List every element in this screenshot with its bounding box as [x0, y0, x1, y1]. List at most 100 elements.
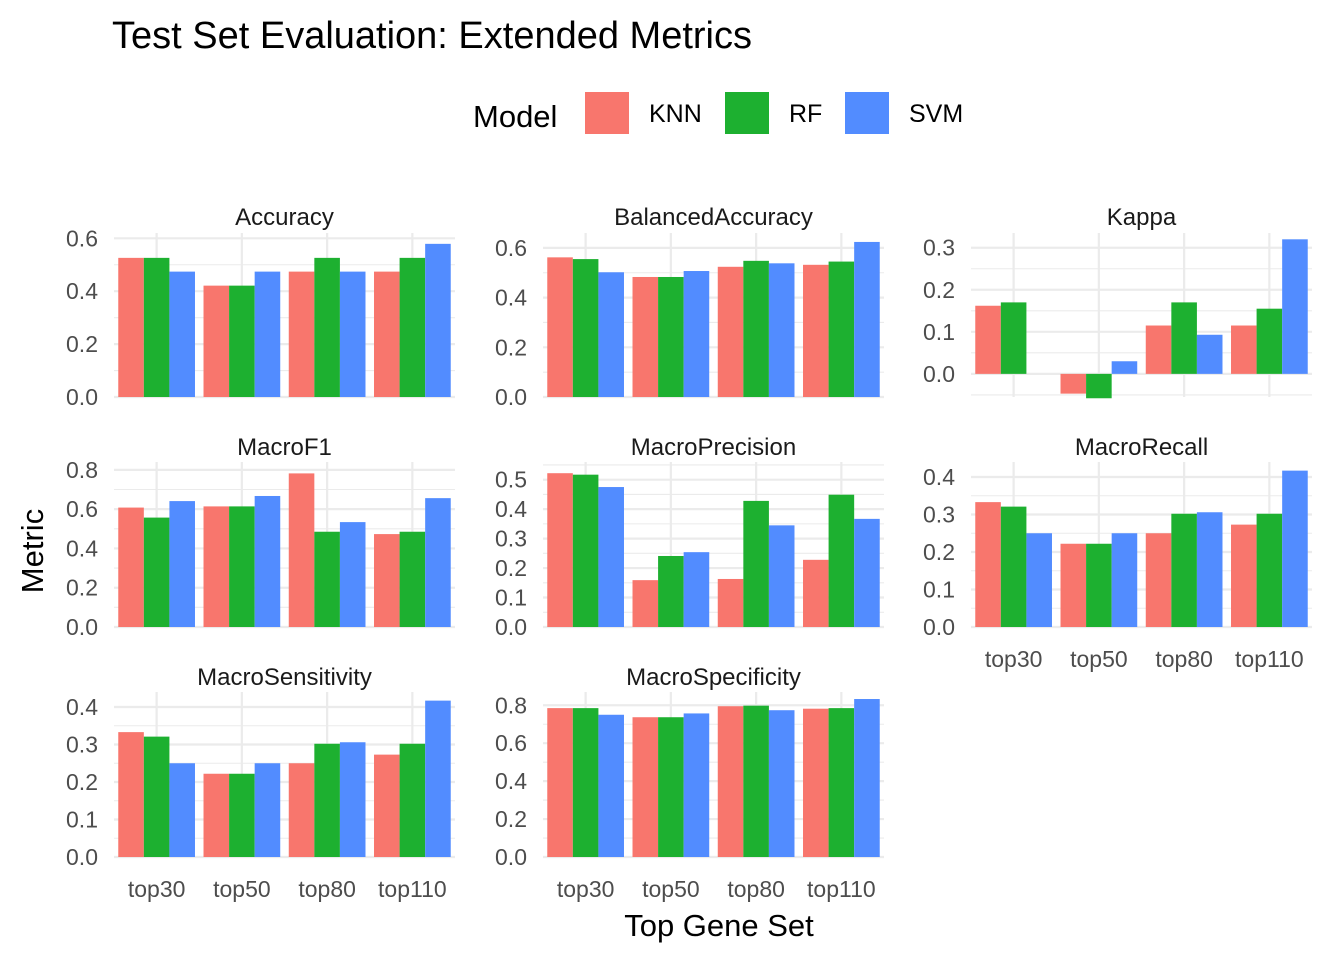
legend-title: Model [473, 99, 557, 134]
panel-macro-specificity: MacroSpecificity 0.0 0.2 0.4 0.6 0.8 top30 top5… [495, 664, 884, 902]
bar-balanced-accuracy-top30-rf [572, 259, 599, 397]
panel-title-macro-precision: MacroPrecision [631, 434, 796, 461]
y-tick-label: 0.6 [495, 235, 527, 261]
legend-swatch-knn [585, 92, 629, 134]
bar-macro-specificity-top30-knn [547, 708, 573, 857]
bar-macro-sensitivity-top30-svm [169, 763, 195, 857]
bar-kappa-top110-knn [1231, 325, 1257, 374]
bar-macro-f1-top110-svm [425, 498, 451, 627]
bar-macro-sensitivity-top80-knn [288, 763, 315, 857]
bar-macro-f1-top50-knn [203, 506, 230, 627]
bar-macro-f1-top30-svm [169, 501, 195, 627]
bar-balanced-accuracy-top80-knn [717, 266, 744, 397]
bar-macro-precision-top80-knn [717, 578, 744, 627]
bar-macro-specificity-top50-svm [683, 713, 710, 857]
bar-macro-precision-top110-rf [828, 494, 855, 627]
bar-accuracy-top110-knn [374, 271, 400, 397]
bar-macro-precision-top50-svm [683, 552, 710, 627]
panel-balanced-accuracy: BalancedAccuracy 0.0 0.2 0.4 0.6 [495, 204, 884, 410]
y-tick-label: 0.1 [66, 807, 98, 833]
x-axis-title: Top Gene Set [624, 908, 814, 943]
bar-kappa-top110-rf [1256, 308, 1283, 374]
panel-accuracy: Accuracy 0.0 0.2 0.4 0.6 [66, 204, 455, 410]
bar-kappa-top50-knn [1060, 373, 1087, 394]
x-tick-label: top80 [298, 876, 356, 902]
bar-macro-sensitivity-top110-knn [374, 754, 400, 857]
bar-macro-recall-top30-rf [1000, 506, 1027, 627]
y-tick-label: 0.3 [923, 235, 955, 261]
bar-accuracy-top80-rf [314, 257, 340, 397]
y-tick-label: 0.4 [495, 496, 527, 522]
bar-accuracy-top30-knn [118, 257, 144, 397]
y-tick-label: 0.2 [66, 575, 98, 601]
panel-title-macro-recall: MacroRecall [1075, 434, 1208, 461]
y-tick-label: 0.1 [495, 585, 527, 611]
bar-balanced-accuracy-top50-svm [683, 271, 710, 397]
bar-accuracy-top50-rf [229, 285, 255, 397]
bar-macro-specificity-top80-rf [743, 705, 769, 857]
bar-balanced-accuracy-top110-rf [828, 261, 855, 397]
y-tick-label: 0.2 [923, 277, 955, 303]
chart-title: Test Set Evaluation: Extended Metrics [112, 15, 752, 57]
panel-title-kappa: Kappa [1107, 204, 1177, 231]
bar-macro-f1-top30-knn [118, 507, 144, 627]
x-tick-label: top50 [213, 876, 271, 902]
bar-macro-recall-top110-rf [1256, 513, 1283, 627]
bar-macro-specificity-top80-svm [768, 710, 795, 857]
y-tick-label: 0.0 [66, 844, 98, 870]
y-tick-label: 0.0 [495, 614, 527, 640]
bar-accuracy-top50-svm [254, 271, 281, 397]
y-tick-label: 0.3 [495, 526, 527, 552]
bar-macro-specificity-top110-svm [854, 699, 880, 857]
bar-macro-specificity-top110-rf [828, 708, 855, 857]
bar-macro-recall-top50-svm [1111, 533, 1138, 627]
bar-macro-sensitivity-top30-rf [143, 736, 170, 857]
panel-macro-recall: MacroRecall 0.0 0.1 0.2 0.3 0.4 top30 top50 top8… [923, 434, 1312, 672]
bar-kappa-top80-knn [1145, 325, 1172, 374]
bar-macro-f1-top110-rf [399, 531, 426, 627]
y-tick-label: 0.4 [66, 694, 98, 720]
x-tick-label: top30 [557, 876, 615, 902]
bar-macro-f1-top110-knn [374, 534, 400, 627]
bar-balanced-accuracy-top30-knn [547, 257, 573, 397]
panel-title-macro-f1: MacroF1 [237, 434, 332, 461]
y-tick-label: 0.0 [923, 614, 955, 640]
panel-macro-precision: MacroPrecision 0.0 0.1 0.2 0.3 0.4 0.5 [495, 434, 884, 640]
bar-balanced-accuracy-top110-svm [854, 241, 880, 397]
y-tick-label: 0.2 [495, 334, 527, 360]
legend-label-knn: KNN [649, 100, 702, 128]
bar-accuracy-top30-rf [143, 257, 170, 397]
bar-accuracy-top110-rf [399, 257, 426, 397]
y-tick-label: 0.2 [66, 331, 98, 357]
bar-macro-f1-top30-rf [143, 517, 170, 627]
bar-accuracy-top110-svm [425, 243, 451, 397]
bar-macro-f1-top80-knn [288, 473, 315, 627]
bar-macro-specificity-top30-svm [598, 714, 624, 857]
y-tick-label: 0.8 [495, 692, 527, 718]
bar-macro-precision-top30-knn [547, 473, 573, 627]
bar-macro-recall-top80-svm [1196, 512, 1223, 627]
bar-macro-precision-top50-knn [632, 580, 659, 627]
bar-macro-sensitivity-top50-knn [203, 773, 230, 857]
x-tick-label: top110 [378, 876, 447, 902]
bar-macro-recall-top110-svm [1282, 470, 1308, 627]
y-tick-label: 0.5 [495, 467, 527, 493]
bar-balanced-accuracy-top80-rf [743, 260, 769, 397]
bar-macro-recall-top80-knn [1145, 533, 1172, 627]
bar-kappa-top30-knn [975, 305, 1001, 374]
y-axis-title: Metric [15, 509, 50, 593]
y-tick-label: 0.6 [495, 730, 527, 756]
bar-macro-precision-top30-rf [572, 474, 599, 627]
x-tick-label: top50 [1070, 646, 1128, 672]
x-tick-label: top30 [985, 646, 1043, 672]
bar-macro-specificity-top50-knn [632, 717, 659, 857]
panel-title-macro-sensitivity: MacroSensitivity [197, 664, 372, 691]
x-tick-label: top30 [128, 876, 186, 902]
bar-macro-precision-top80-svm [768, 525, 795, 627]
y-tick-label: 0.4 [66, 278, 98, 304]
bar-balanced-accuracy-top50-rf [658, 276, 684, 397]
bar-macro-recall-top50-knn [1060, 543, 1087, 627]
y-tick-label: 0.4 [495, 768, 527, 794]
y-tick-label: 0.0 [66, 614, 98, 640]
